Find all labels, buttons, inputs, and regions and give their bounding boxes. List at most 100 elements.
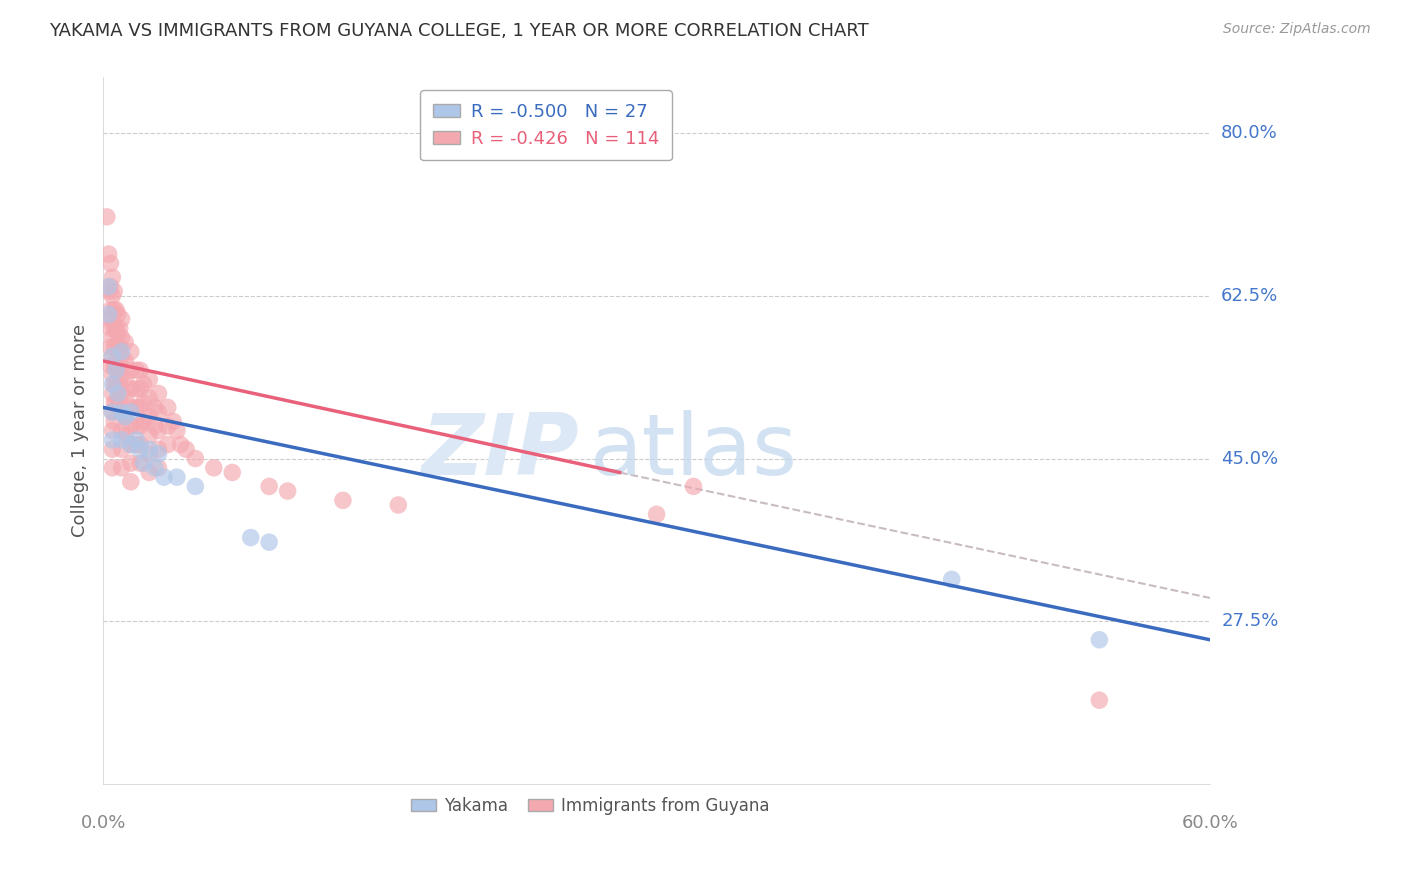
- Point: [97, 312, 120, 326]
- Point: [1088, 632, 1111, 647]
- Point: [132, 414, 155, 428]
- Point: [120, 344, 142, 359]
- Point: [100, 279, 122, 293]
- Point: [166, 424, 188, 438]
- Point: [129, 401, 152, 415]
- Point: [129, 456, 152, 470]
- Point: [148, 442, 170, 457]
- Text: ZIP: ZIP: [422, 410, 579, 493]
- Point: [97, 279, 120, 293]
- Point: [107, 401, 129, 415]
- Text: 27.5%: 27.5%: [1222, 612, 1278, 630]
- Point: [120, 475, 142, 489]
- Point: [110, 368, 132, 382]
- Point: [108, 359, 131, 373]
- Text: 80.0%: 80.0%: [1222, 124, 1278, 142]
- Point: [110, 405, 132, 419]
- Point: [107, 326, 129, 340]
- Point: [120, 405, 142, 419]
- Point: [277, 484, 299, 499]
- Point: [105, 302, 128, 317]
- Point: [103, 321, 125, 335]
- Point: [257, 535, 280, 549]
- Point: [101, 349, 124, 363]
- Point: [110, 433, 132, 447]
- Point: [108, 396, 131, 410]
- Point: [105, 377, 128, 392]
- Point: [101, 386, 124, 401]
- Point: [105, 321, 128, 335]
- Point: [120, 401, 142, 415]
- Point: [105, 363, 128, 377]
- Point: [120, 419, 142, 434]
- Point: [105, 359, 128, 373]
- Point: [114, 335, 136, 350]
- Point: [221, 466, 243, 480]
- Point: [138, 466, 160, 480]
- Point: [101, 289, 124, 303]
- Point: [125, 433, 148, 447]
- Point: [107, 363, 129, 377]
- Point: [148, 405, 170, 419]
- Point: [101, 270, 124, 285]
- Point: [108, 321, 131, 335]
- Point: [184, 451, 207, 466]
- Point: [138, 391, 160, 405]
- Point: [105, 396, 128, 410]
- Point: [166, 470, 188, 484]
- Point: [97, 308, 120, 322]
- Point: [107, 386, 129, 401]
- Point: [148, 460, 170, 475]
- Point: [103, 396, 125, 410]
- Point: [132, 396, 155, 410]
- Point: [132, 456, 155, 470]
- Point: [129, 363, 152, 377]
- Point: [101, 349, 124, 363]
- Point: [101, 377, 124, 392]
- Point: [257, 479, 280, 493]
- Point: [645, 508, 668, 522]
- Point: [100, 359, 122, 373]
- Point: [138, 442, 160, 457]
- Point: [148, 424, 170, 438]
- Point: [101, 424, 124, 438]
- Point: [129, 382, 152, 396]
- Point: [101, 368, 124, 382]
- Point: [103, 414, 125, 428]
- Point: [138, 372, 160, 386]
- Point: [103, 302, 125, 317]
- Text: 62.5%: 62.5%: [1222, 287, 1278, 305]
- Point: [110, 331, 132, 345]
- Point: [114, 409, 136, 424]
- Point: [110, 344, 132, 359]
- Point: [125, 363, 148, 377]
- Point: [101, 460, 124, 475]
- Point: [114, 391, 136, 405]
- Point: [110, 405, 132, 419]
- Point: [110, 312, 132, 326]
- Point: [120, 456, 142, 470]
- Point: [100, 321, 122, 335]
- Point: [129, 419, 152, 434]
- Point: [169, 437, 191, 451]
- Point: [156, 401, 179, 415]
- Point: [101, 433, 124, 447]
- Point: [184, 479, 207, 493]
- Point: [101, 331, 124, 345]
- Point: [941, 573, 963, 587]
- Point: [110, 442, 132, 457]
- Point: [103, 359, 125, 373]
- Point: [129, 437, 152, 451]
- Point: [110, 424, 132, 438]
- Point: [107, 308, 129, 322]
- Point: [103, 284, 125, 298]
- Text: 0.0%: 0.0%: [80, 814, 125, 832]
- Legend: Yakama, Immigrants from Guyana: Yakama, Immigrants from Guyana: [404, 790, 776, 822]
- Text: YAKAMA VS IMMIGRANTS FROM GUYANA COLLEGE, 1 YEAR OR MORE CORRELATION CHART: YAKAMA VS IMMIGRANTS FROM GUYANA COLLEGE…: [49, 22, 869, 40]
- Point: [143, 460, 166, 475]
- Point: [162, 414, 184, 428]
- Point: [97, 284, 120, 298]
- Point: [120, 382, 142, 396]
- Point: [138, 428, 160, 442]
- Text: atlas: atlas: [591, 410, 799, 493]
